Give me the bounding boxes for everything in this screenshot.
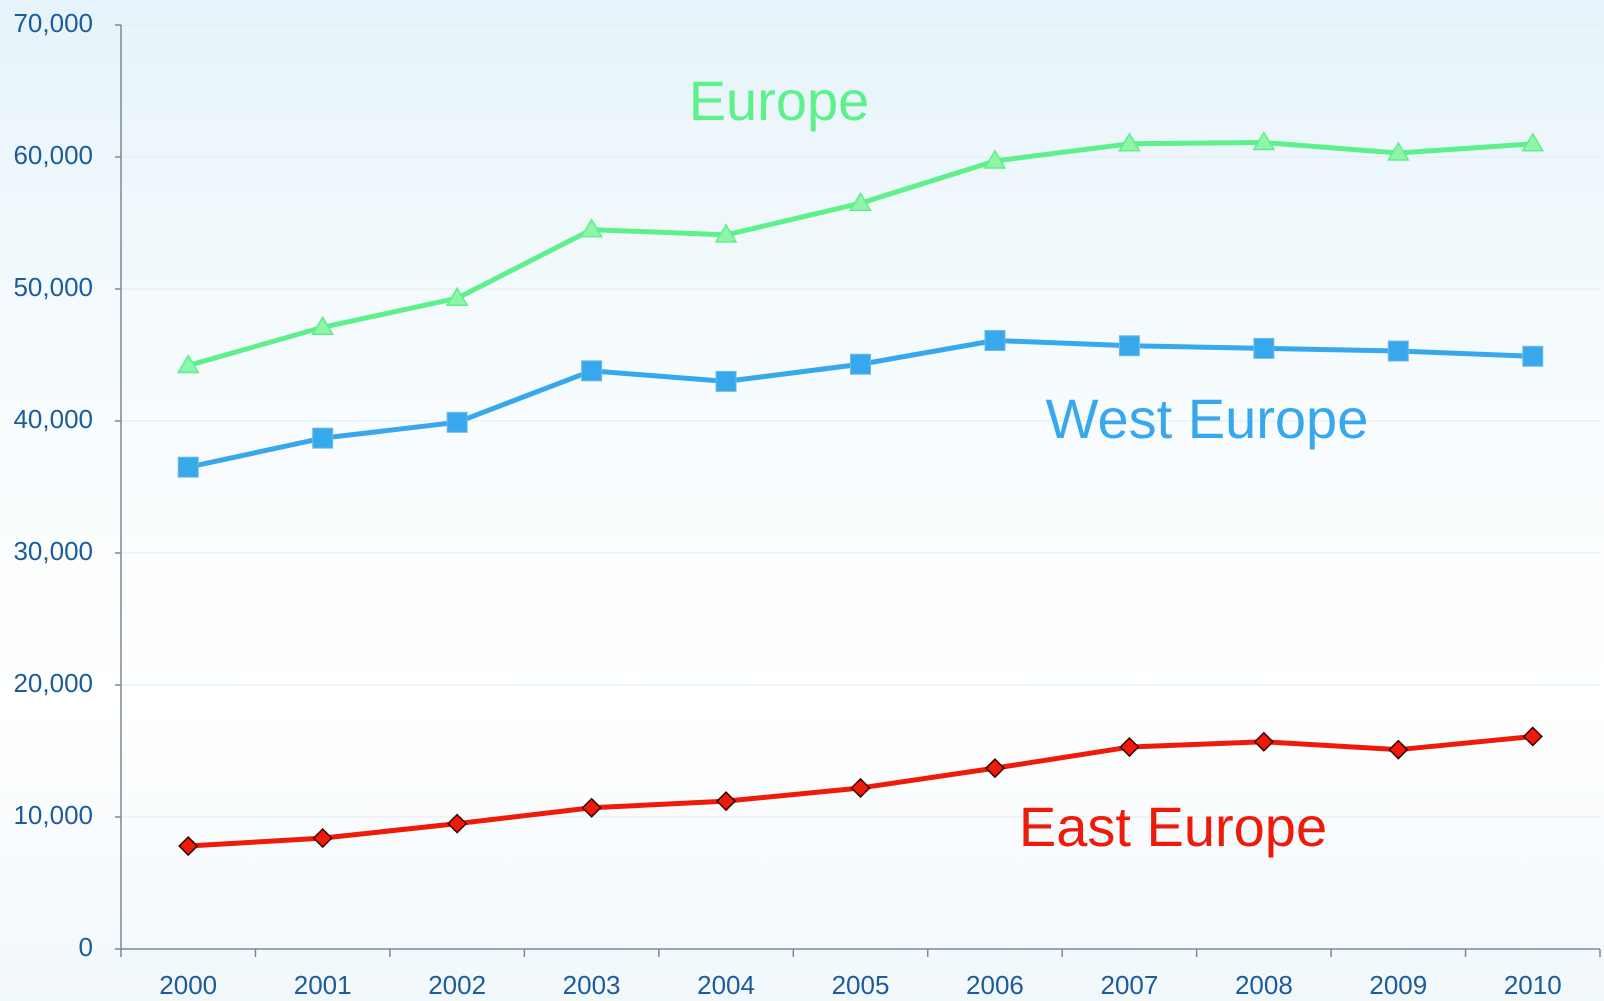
point bbox=[176, 354, 200, 374]
point bbox=[1253, 731, 1274, 752]
point bbox=[312, 427, 334, 449]
point bbox=[580, 218, 603, 238]
point bbox=[715, 791, 737, 812]
point bbox=[1387, 340, 1409, 362]
series-label: West Europe bbox=[1046, 387, 1369, 450]
point bbox=[849, 191, 872, 211]
x-tick-label: 2008 bbox=[1235, 970, 1293, 1000]
x-tick-label: 2002 bbox=[428, 970, 486, 1000]
y-tick-label: 70,000 bbox=[13, 8, 93, 38]
y-tick-label: 20,000 bbox=[13, 668, 93, 698]
point bbox=[714, 223, 738, 243]
point bbox=[447, 813, 468, 834]
point bbox=[983, 149, 1007, 169]
series-line bbox=[187, 139, 1533, 368]
point bbox=[850, 353, 871, 375]
y-tick-label: 10,000 bbox=[13, 800, 93, 830]
y-tick-label: 30,000 bbox=[13, 536, 93, 566]
point bbox=[1118, 132, 1141, 152]
x-tick-label: 2000 bbox=[159, 970, 217, 1000]
point bbox=[1119, 736, 1140, 758]
point bbox=[445, 286, 469, 306]
point bbox=[446, 411, 468, 433]
y-tick-label: 60,000 bbox=[13, 140, 93, 170]
x-tick-label: 2006 bbox=[966, 970, 1024, 1000]
point bbox=[1522, 345, 1544, 367]
point bbox=[984, 329, 1006, 351]
point bbox=[311, 315, 334, 336]
point bbox=[581, 360, 603, 382]
point bbox=[581, 797, 602, 818]
x-tick-label: 2005 bbox=[832, 970, 890, 1000]
point bbox=[1118, 335, 1140, 357]
point bbox=[1522, 726, 1543, 747]
y-tick-label: 0 bbox=[79, 932, 93, 962]
series-label: East Europe bbox=[1019, 795, 1327, 858]
y-tick-label: 50,000 bbox=[13, 272, 93, 302]
point bbox=[1253, 337, 1275, 359]
point bbox=[178, 835, 199, 857]
point bbox=[1521, 132, 1545, 152]
x-tick-label: 2007 bbox=[1100, 970, 1158, 1000]
y-tick-label: 40,000 bbox=[13, 404, 93, 434]
point bbox=[715, 370, 737, 392]
series-label: Europe bbox=[689, 69, 870, 132]
point bbox=[1252, 131, 1276, 151]
x-tick-label: 2010 bbox=[1504, 970, 1562, 1000]
x-tick-label: 2009 bbox=[1369, 970, 1427, 1000]
point bbox=[1387, 141, 1410, 161]
point bbox=[312, 828, 333, 849]
x-tick-label: 2003 bbox=[563, 970, 621, 1000]
point bbox=[984, 758, 1006, 779]
point bbox=[177, 456, 199, 478]
point bbox=[850, 777, 871, 799]
point bbox=[1388, 739, 1409, 760]
x-tick-label: 2004 bbox=[697, 970, 755, 1000]
x-tick-label: 2001 bbox=[294, 970, 352, 1000]
